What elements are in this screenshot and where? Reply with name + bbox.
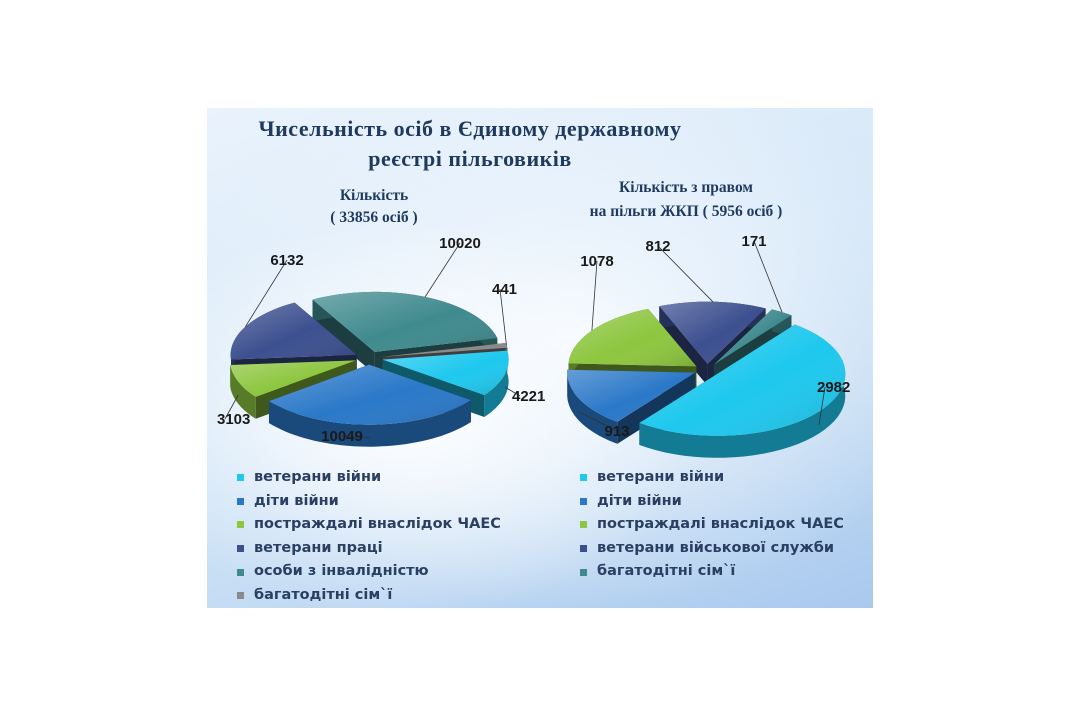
pie1-subtitle-line-1: Кількість [340, 187, 408, 204]
legend2-swatch-dity-viyny [580, 497, 587, 505]
pie1-value-label-postrazhdali-chaes: 3103 [217, 411, 250, 428]
legend2-label-dity-viyny: діти війни [597, 492, 682, 509]
pie1-slice-highlight-dity-viyny [269, 364, 471, 425]
pie-chart-2: 2982 913 1078 812 171 [567, 233, 850, 458]
legend2-swatch-invalidnist [580, 568, 587, 576]
pie2-slice-highlight-veterany-2 [659, 301, 766, 364]
pie2-subtitle-line-2: на пільги ЖКП ( 5956 осіб ) [590, 203, 783, 220]
legend1-label-veterany-2: ветерани праці [254, 539, 383, 556]
pie1-slice-rim-dity-viyny [269, 400, 471, 447]
legend1-swatch-veterany-viyny [237, 474, 244, 482]
pie1-slice-highlight-postrazhdali-chaes [230, 360, 356, 397]
pie-chart-1: 4221 10049 3103 6132 10020 441 [217, 235, 545, 447]
chart-title-line-2: реєстрі пільговиків [368, 146, 572, 171]
pie1-value-label-dity-viyny: 10049 [321, 428, 363, 445]
legend1-item-bagatoditni: багатодітні сім`ї [237, 584, 501, 608]
legend2-swatch-veterany-2 [580, 545, 587, 553]
pie2-value-label-veterany-2: 812 [645, 238, 670, 255]
pie1-slice-side-invalidnist [312, 299, 375, 374]
legend1-item-invalidnist: особи з інвалідністю [237, 560, 501, 584]
pie2-slice-veterany-viyny [639, 324, 846, 458]
pie1-value-label-veterany-2: 6132 [270, 252, 303, 269]
charts-canvas: Чисельність осіб в Єдиному державному ре… [217, 116, 850, 458]
legend1-item-postrazhdali-chaes: постраждалі внаслідок ЧАЕС [237, 513, 501, 537]
legend1-label-invalidnist: особи з інвалідністю [254, 563, 429, 580]
pie1-value-label-bagatoditni: 441 [492, 281, 517, 298]
pie2-leader-veterany-viyny [818, 386, 826, 425]
pie2-subtitle-line-1: Кількість з правом [619, 179, 753, 196]
pie2-slice-highlight-postrazhdali-chaes [568, 308, 697, 367]
legend2-label-veterany-2: ветерани військової служби [597, 539, 835, 556]
pie2-value-label-postrazhdali-chaes: 1078 [580, 253, 613, 270]
legend2-item-veterany-viyny: ветерани війни [580, 466, 844, 490]
legend2-label-veterany-viyny: ветерани війни [597, 469, 725, 485]
legend1-swatch-postrazhdali-chaes [237, 521, 244, 529]
legend1-label-bagatoditni: багатодітні сім`ї [254, 586, 393, 603]
pie1-subtitle-line-2: ( 33856 осіб ) [330, 209, 417, 226]
chart-title-line-1: Чисельність осіб в Єдиному державному [258, 116, 681, 141]
legend2-item-veterany-2: ветерани військової служби [580, 537, 844, 561]
pie1-slice-rim-veterany-viyny [484, 350, 509, 417]
pie1-leader-invalidnist [424, 242, 461, 298]
pie1-slice-rim-postrazhdali-chaes [230, 365, 256, 419]
slide: Чисельність осіб в Єдиному державному ре… [207, 108, 873, 608]
pie2-slice-rim-veterany-viyny [639, 324, 846, 458]
legend2-item-invalidnist: багатодітні сім`ї [580, 560, 844, 584]
legend1-label-veterany-viyny: ветерани війни [254, 469, 382, 485]
legend1-swatch-invalidnist [237, 568, 244, 576]
legend-1: ветерани війни діти війни постраждалі внас… [237, 466, 501, 608]
legend-2: ветерани війни діти війни постраждалі внас… [580, 466, 844, 584]
legend1-item-veterany-2: ветерани праці [237, 537, 501, 561]
pie1-value-label-invalidnist: 10020 [439, 235, 481, 252]
legend1-label-postrazhdali-chaes: постраждалі внаслідок ЧАЕС [254, 516, 501, 533]
legend2-item-postrazhdali-chaes: постраждалі внаслідок ЧАЕС [580, 513, 844, 537]
pie1-leader-postrazhdali-chaes [224, 394, 239, 420]
pie1-value-label-veterany-viyny: 4221 [512, 388, 545, 405]
pie2-slice-dity-viyny [567, 369, 696, 444]
pie2-leader-invalidnist [753, 240, 783, 313]
legend2-item-dity-viyny: діти війни [580, 490, 844, 514]
pie2-slice-highlight-veterany-viyny [639, 324, 846, 436]
legend1-swatch-bagatoditni [237, 592, 244, 600]
pie1-slice-dity-viyny [268, 364, 471, 447]
pie1-slice-highlight-bagatoditni [382, 343, 508, 357]
pie2-value-label-veterany-viyny: 2982 [817, 379, 850, 396]
pie2-slice-highlight-dity-viyny [567, 369, 696, 422]
legend1-swatch-veterany-2 [237, 545, 244, 553]
legend1-label-dity-viyny: діти війни [254, 492, 339, 509]
pie1-leader-dity-viyny [341, 435, 371, 439]
pie1-slice-highlight-veterany-2 [230, 302, 357, 360]
legend2-swatch-postrazhdali-chaes [580, 521, 587, 529]
pie1-leader-veterany-2 [245, 259, 288, 327]
legend2-swatch-veterany-viyny [580, 474, 587, 482]
pie1-slice-highlight-invalidnist [312, 291, 498, 352]
pie2-leader-veterany-2 [657, 245, 714, 303]
legend1-item-dity-viyny: діти війни [237, 490, 501, 514]
pie2-value-label-dity-viyny: 913 [604, 423, 629, 440]
legend1-item-veterany-viyny: ветерани війни [237, 466, 501, 490]
pie1-leader-bagatoditni [499, 288, 507, 346]
pie2-slice-highlight-invalidnist [713, 309, 792, 365]
pie2-slice-rim-dity-viyny [567, 369, 618, 444]
pie2-value-label-invalidnist: 171 [741, 233, 766, 250]
legend2-label-invalidnist: багатодітні сім`ї [597, 563, 736, 580]
legend1-swatch-dity-viyny [237, 497, 244, 505]
pie2-leader-postrazhdali-chaes [591, 260, 598, 331]
pie2-leader-dity-viyny [578, 411, 618, 432]
legend2-label-postrazhdali-chaes: постраждалі внаслідок ЧАЕС [597, 516, 844, 533]
pie1-slice-highlight-veterany-viyny [382, 350, 509, 395]
pie1-leader-veterany-viyny [504, 386, 521, 397]
